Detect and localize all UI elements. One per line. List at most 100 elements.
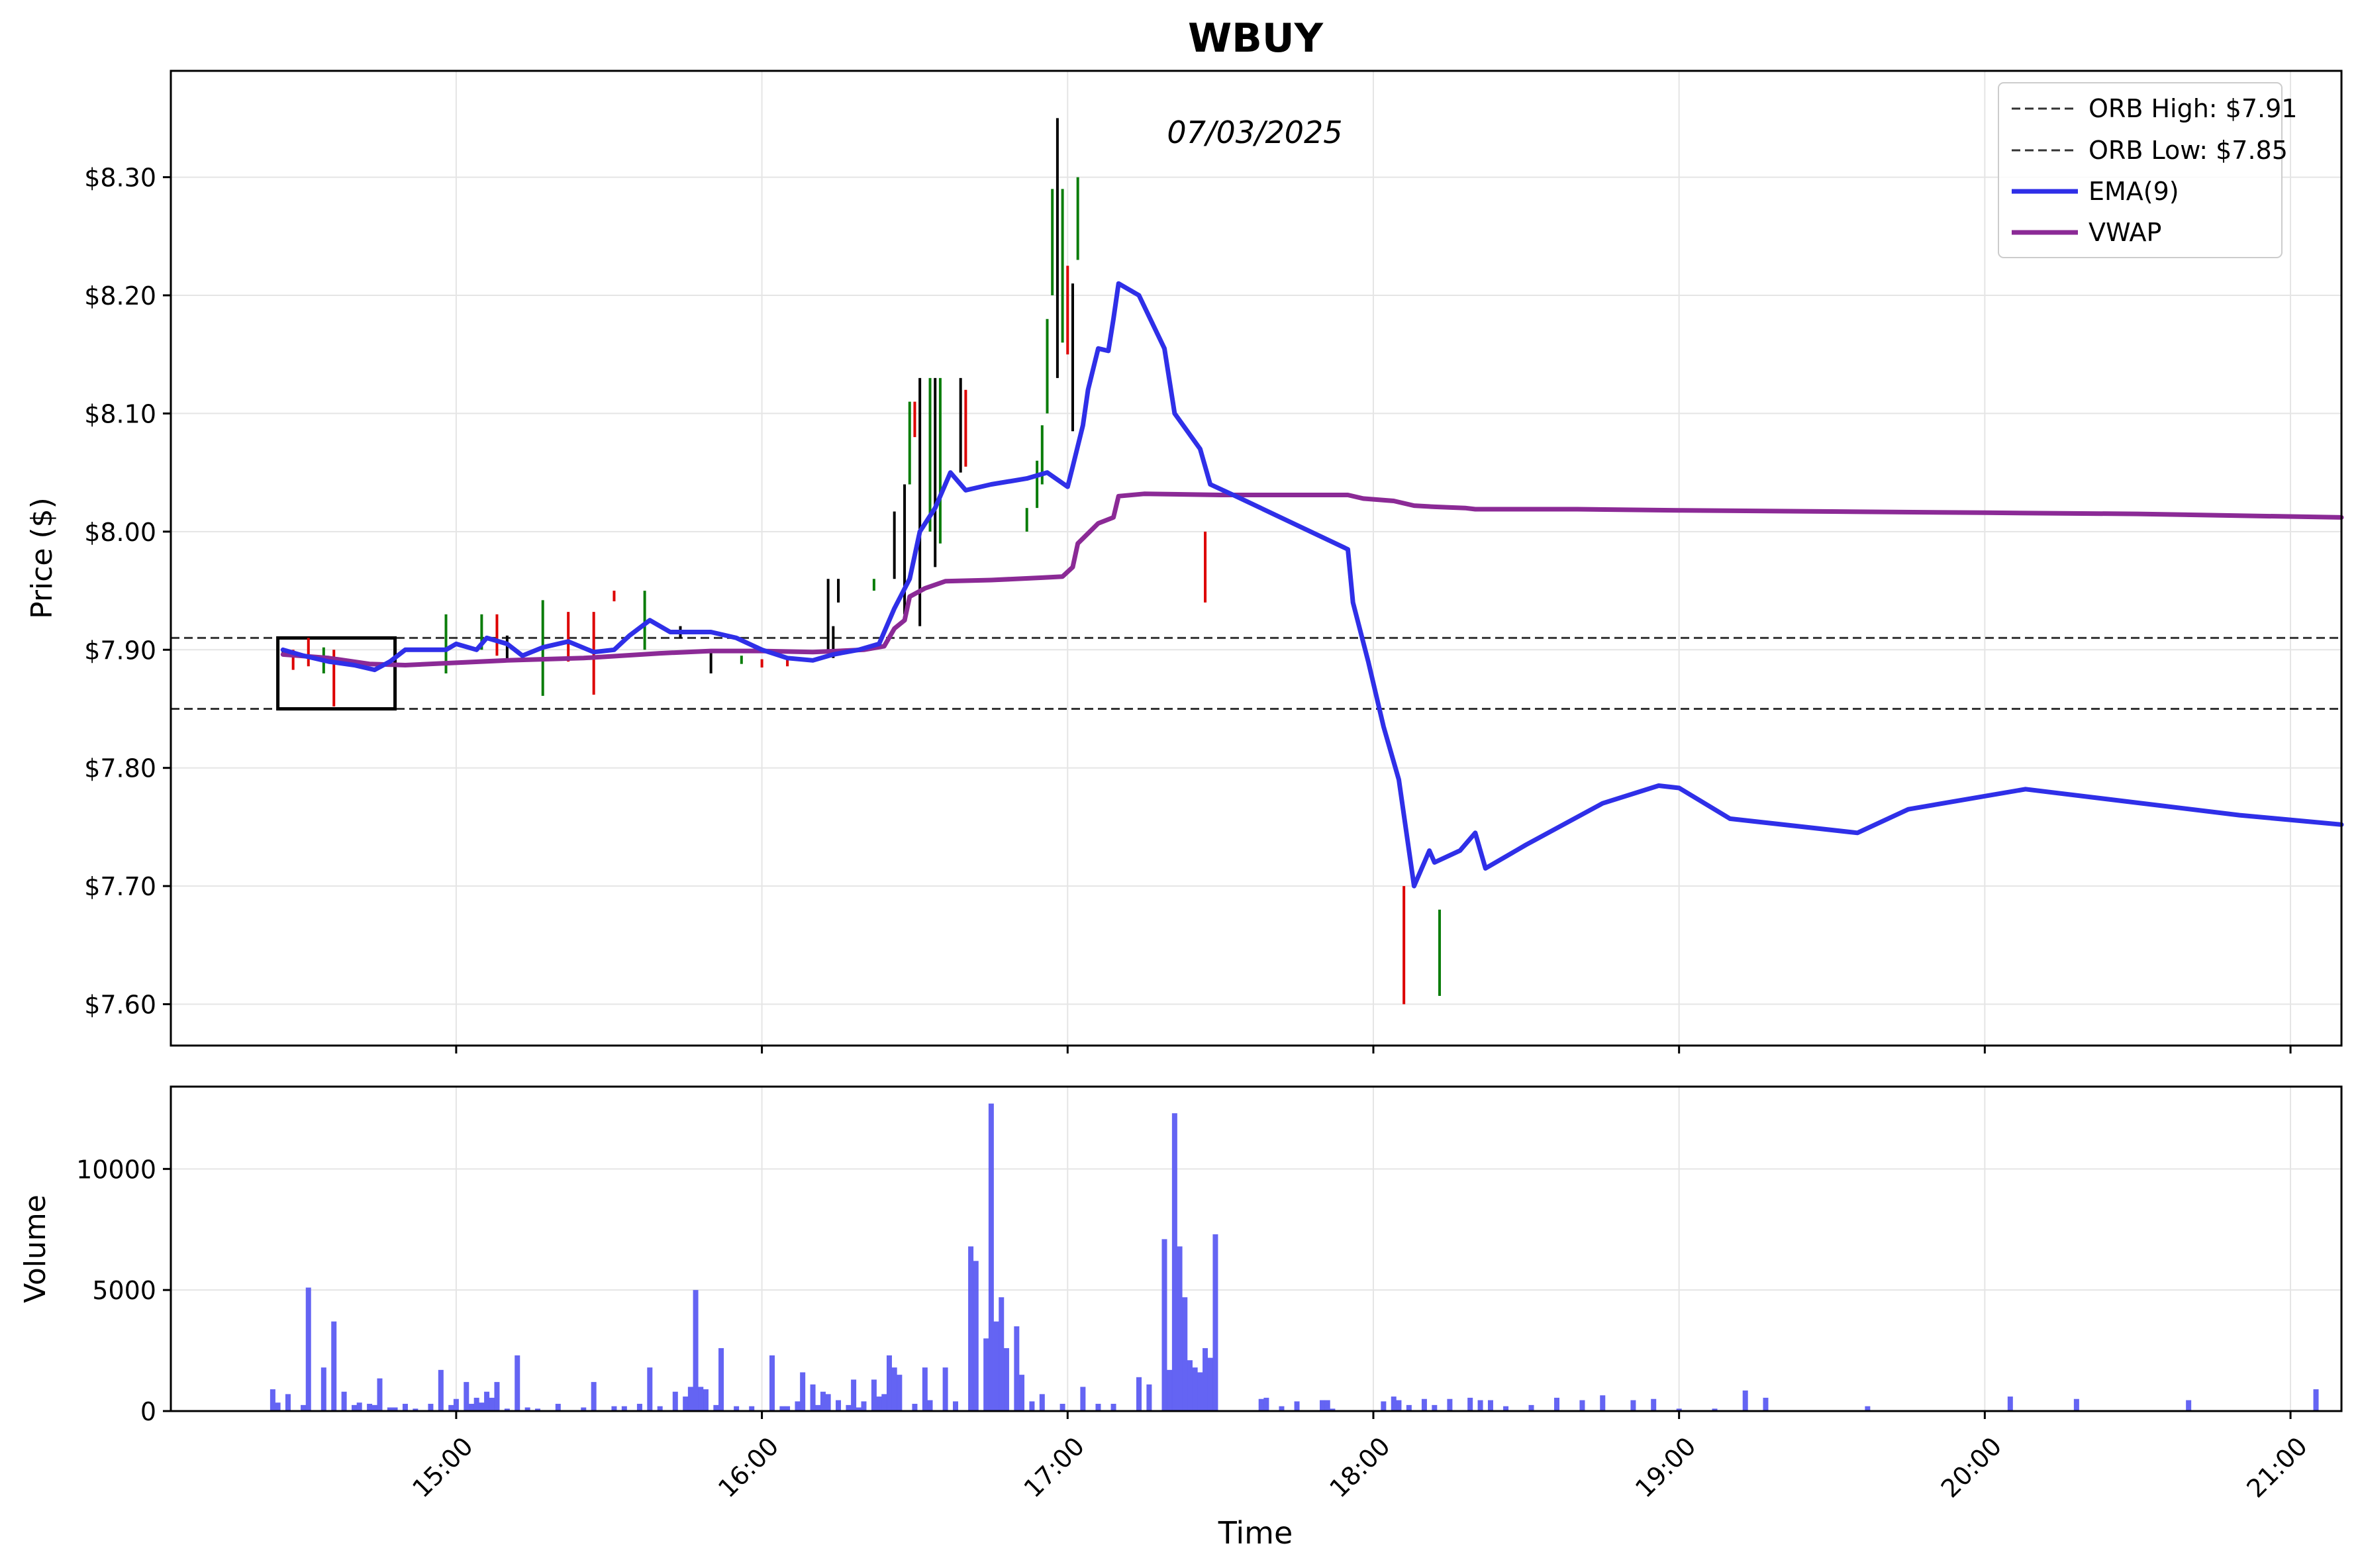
volume-bar (698, 1387, 704, 1411)
series-line-vwap (280, 491, 2344, 667)
volume-bar (1136, 1377, 1142, 1411)
volume-bar (1003, 1348, 1009, 1411)
orb-lines (171, 636, 2341, 710)
volume-bar (621, 1406, 627, 1411)
volume-bar (1391, 1396, 1397, 1411)
volume-bar (1182, 1297, 1188, 1411)
volume-bar (993, 1321, 999, 1411)
volume-bar (1503, 1406, 1509, 1411)
volume-bar (392, 1407, 398, 1411)
volume-y-tick-label: 5000 (92, 1276, 156, 1305)
volume-bar (341, 1391, 347, 1411)
x-axis-label: Time (1218, 1515, 1293, 1551)
x-axis: 15:00 16:00 17:00 18:00 19:00 20:00 21:00 (407, 1046, 2313, 1503)
volume-bar (484, 1391, 490, 1411)
volume-bar (275, 1402, 281, 1411)
volume-bar (305, 1287, 311, 1411)
series-line-ema-9- (280, 281, 2344, 889)
volume-bar (1320, 1400, 1326, 1411)
volume-bar (1171, 1113, 1177, 1411)
volume-bar (1477, 1400, 1483, 1411)
volume-bar (815, 1404, 821, 1411)
volume-bar (428, 1404, 434, 1411)
volume-bar (464, 1382, 469, 1411)
volume-bar (749, 1406, 755, 1411)
volume-bar (473, 1397, 479, 1411)
volume-bar (320, 1367, 326, 1411)
price-y-tick-label: $7.60 (84, 991, 156, 1020)
volume-bar (861, 1401, 867, 1411)
volume-bar (800, 1372, 806, 1411)
price-candles (281, 118, 1442, 1004)
volume-bar (886, 1355, 892, 1411)
volume-bars (270, 1103, 2319, 1411)
volume-bar (927, 1400, 933, 1411)
volume-bar (453, 1398, 459, 1411)
volume-bar (285, 1394, 291, 1411)
volume-bar (683, 1396, 689, 1411)
volume-bar (1553, 1397, 1559, 1411)
volume-bar (871, 1379, 877, 1411)
volume-y-axis: 0 5000 10000 (76, 1155, 171, 1426)
volume-bar (1381, 1401, 1387, 1411)
price-y-tick-label: $8.00 (84, 518, 156, 547)
volume-bar (703, 1389, 709, 1411)
volume-bar (1712, 1408, 1718, 1411)
volume-bar (713, 1404, 719, 1411)
price-panel-frame (170, 70, 2343, 1047)
volume-bar (968, 1246, 974, 1411)
volume-bar (1212, 1234, 1218, 1411)
volume-bar (999, 1297, 1005, 1411)
volume-bar (846, 1404, 852, 1411)
volume-bar (1528, 1404, 1534, 1411)
volume-bar (1651, 1398, 1657, 1411)
volume-bar (331, 1321, 337, 1411)
volume-bar (377, 1378, 383, 1411)
price-y-tick-label: $8.20 (84, 281, 156, 311)
volume-bar (856, 1407, 861, 1411)
volume-bar (367, 1404, 373, 1411)
volume-bar (1600, 1395, 1606, 1411)
price-y-axis-label: Price ($) (25, 497, 59, 619)
volume-bar (820, 1391, 826, 1411)
volume-bar (1146, 1384, 1152, 1411)
volume-bar (1197, 1372, 1203, 1411)
volume-bar (1330, 1408, 1336, 1411)
price-series (280, 281, 2344, 889)
volume-bar (672, 1391, 678, 1411)
volume-y-tick-label: 0 (140, 1397, 156, 1426)
volume-bar (1258, 1398, 1264, 1411)
legend: ORB High: $7.91 ORB Low: $7.85 EMA(9) VW… (1998, 82, 2297, 258)
volume-bar (504, 1408, 510, 1411)
volume-bar (876, 1396, 882, 1411)
price-y-axis: $7.60 $7.70 $7.80 $7.90 $8.00 $8.10 $8.20 $8.30 (84, 164, 171, 1020)
volume-bar (270, 1389, 275, 1411)
volume-bar (942, 1367, 948, 1411)
volume-bar (2186, 1400, 2192, 1411)
volume-bar (1447, 1398, 1453, 1411)
volume-bar (479, 1402, 485, 1411)
volume-bar (891, 1367, 897, 1411)
volume-bar (1742, 1390, 1748, 1411)
legend-box (1998, 82, 2283, 258)
volume-bar (535, 1408, 541, 1411)
volume-bar (352, 1404, 358, 1411)
volume-bar (973, 1261, 979, 1411)
price-y-tick-label: $8.10 (84, 399, 156, 428)
volume-bar (1630, 1400, 1636, 1411)
volume-bar (489, 1397, 495, 1411)
volume-bar (1039, 1394, 1045, 1411)
legend-label-ema: EMA(9) (2089, 177, 2179, 206)
volume-bar (836, 1400, 842, 1411)
volume-bar (647, 1367, 653, 1411)
volume-y-axis-label: Volume (19, 1195, 52, 1303)
volume-bar (953, 1401, 959, 1411)
volume-bar (1432, 1404, 1438, 1411)
volume-bar (1467, 1397, 1473, 1411)
volume-bar (825, 1394, 831, 1411)
volume-bar (356, 1402, 362, 1411)
volume-bar (1406, 1404, 1412, 1411)
volume-bar (371, 1404, 377, 1411)
volume-bar (1014, 1326, 1020, 1411)
